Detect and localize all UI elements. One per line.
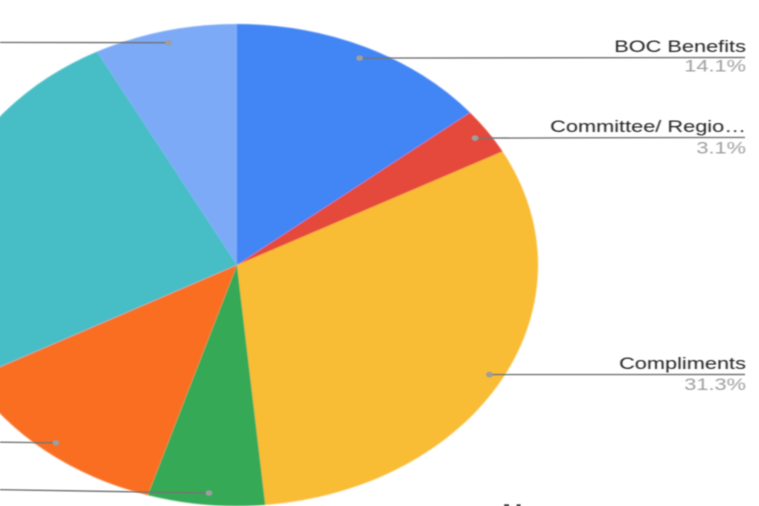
svg-text:3.1%: 3.1% xyxy=(696,139,746,158)
svg-text:14.1%: 14.1% xyxy=(684,57,746,76)
svg-text:Committee/ Regio…: Committee/ Regio… xyxy=(550,117,746,136)
svg-text:31.3%: 31.3% xyxy=(684,375,746,394)
svg-text:BOC Benefits: BOC Benefits xyxy=(614,37,746,56)
svg-text:Compliments: Compliments xyxy=(619,354,746,373)
